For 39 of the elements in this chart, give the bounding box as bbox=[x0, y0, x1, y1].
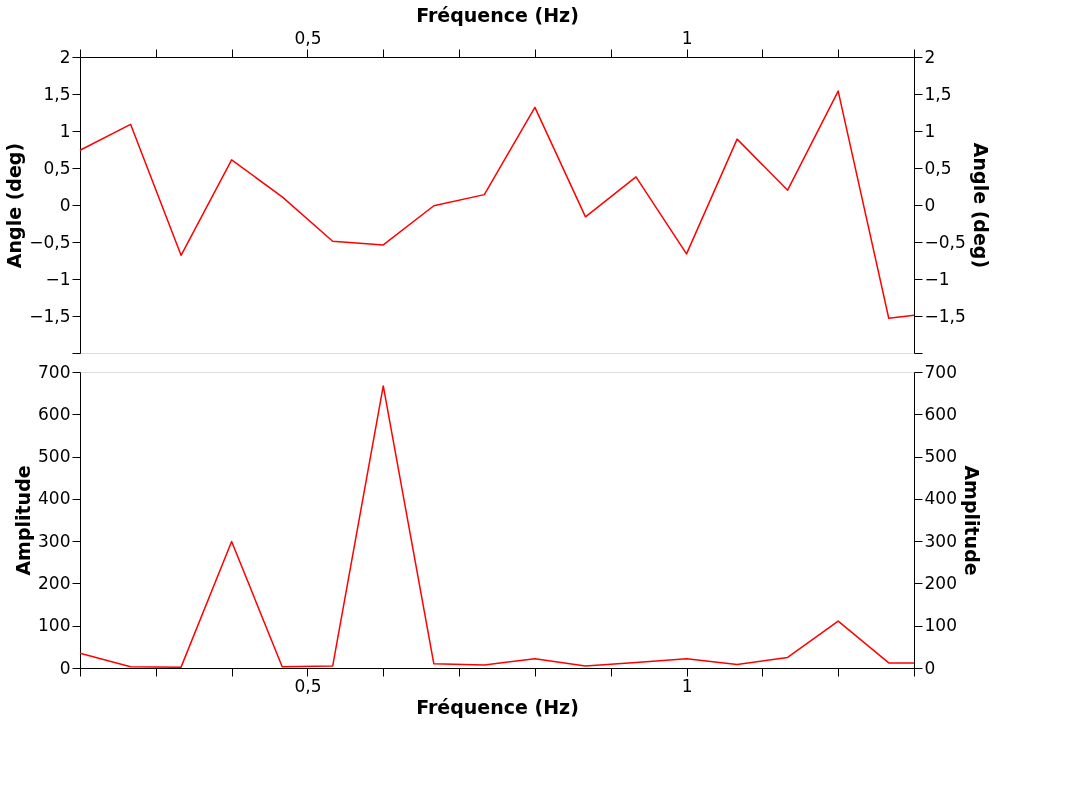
y-tick-label: 2 bbox=[59, 46, 71, 67]
y2-tick-label: 400 bbox=[924, 488, 957, 509]
y2-tick-label: 1 bbox=[924, 120, 936, 141]
y-tick-label: −1 bbox=[45, 268, 71, 289]
y-axis-title: Amplitude bbox=[12, 465, 35, 576]
line-series bbox=[79, 90, 915, 319]
x-axis-title: Fréquence (Hz) bbox=[416, 3, 579, 26]
y2-tick-label: 0,5 bbox=[924, 157, 952, 178]
y-tick-label: −1,5 bbox=[29, 305, 71, 326]
y-tick-label: 0 bbox=[59, 657, 71, 678]
y2-tick-label: 2 bbox=[924, 46, 936, 67]
y2-tick-label: 0 bbox=[924, 657, 936, 678]
y-tick-label: 600 bbox=[38, 403, 71, 424]
y2-axis-title: Amplitude bbox=[960, 465, 983, 576]
y2-tick-label: 700 bbox=[924, 361, 957, 382]
y-tick-label: 0 bbox=[59, 194, 71, 215]
y2-axis-title: Angle (deg) bbox=[969, 142, 992, 269]
y-tick-label: 400 bbox=[38, 488, 71, 509]
y2-tick-label: −1 bbox=[924, 268, 950, 289]
y2-tick-label: 100 bbox=[924, 615, 957, 636]
y2-tick-label: 1,5 bbox=[924, 83, 952, 104]
y-tick-label: 0,5 bbox=[43, 157, 71, 178]
y2-tick-label: −1,5 bbox=[924, 305, 966, 326]
y2-tick-label: 500 bbox=[924, 446, 957, 467]
y-tick-label: 1 bbox=[59, 120, 71, 141]
y2-tick-label: −0,5 bbox=[924, 231, 966, 252]
y-tick-label: 1,5 bbox=[43, 83, 71, 104]
y2-tick-label: 200 bbox=[924, 572, 957, 593]
y-tick-label: 200 bbox=[38, 572, 71, 593]
y-tick-label: −0,5 bbox=[29, 231, 71, 252]
y-tick-label: 700 bbox=[38, 361, 71, 382]
y2-tick-label: 0 bbox=[924, 194, 936, 215]
x-axis-title: Fréquence (Hz) bbox=[416, 695, 579, 718]
y2-tick-label: 300 bbox=[924, 530, 957, 551]
y-tick-label: 100 bbox=[38, 615, 71, 636]
y-tick-label: 500 bbox=[38, 446, 71, 467]
y2-tick-label: 600 bbox=[924, 403, 957, 424]
y-tick-label: 300 bbox=[38, 530, 71, 551]
y-axis-title: Angle (deg) bbox=[3, 142, 26, 269]
